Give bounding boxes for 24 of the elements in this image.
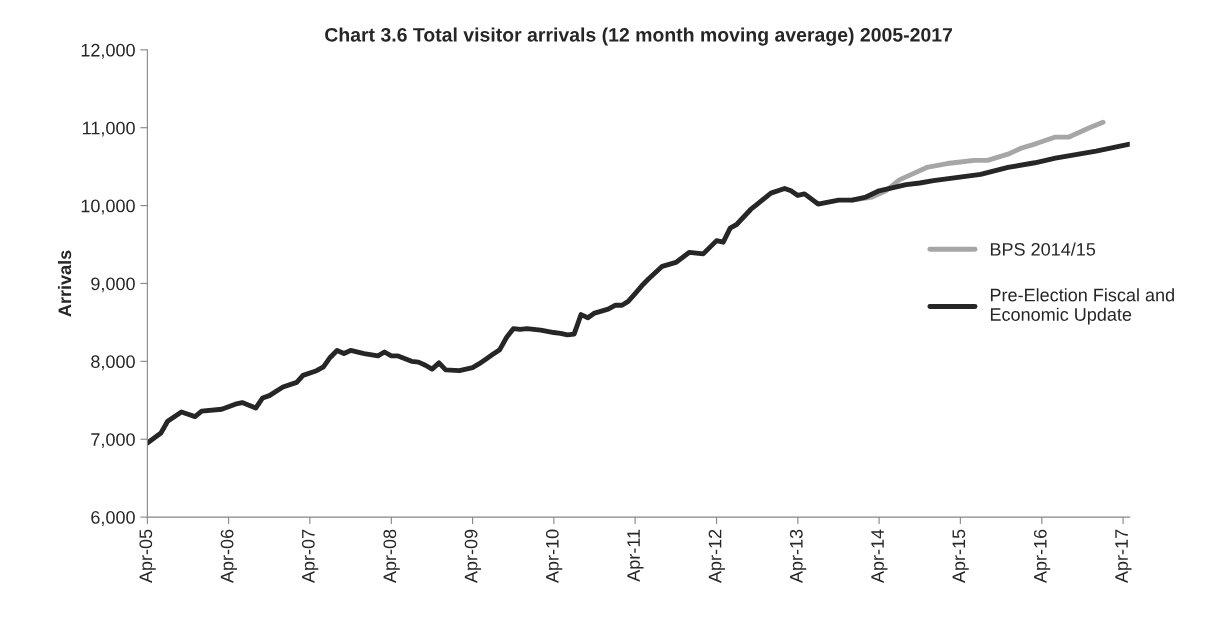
x-tick-label: Apr-14 bbox=[871, 529, 888, 584]
chart-title: Chart 3.6 Total visitor arrivals (12 month moving average) 2005-2017 bbox=[325, 27, 953, 46]
x-tick-label: Apr-10 bbox=[545, 529, 563, 584]
legend-label: Pre-Election Fiscal and Economic Update bbox=[990, 288, 1174, 325]
y-tick-label: 12,000 bbox=[81, 43, 135, 59]
x-tick-label: Apr-17 bbox=[1115, 529, 1132, 584]
x-tick-label: Apr-08 bbox=[383, 529, 400, 584]
x-tick-label: Apr-07 bbox=[301, 529, 319, 584]
x-tick-label: Apr-12 bbox=[708, 529, 725, 584]
y-axis-title: Arrivals bbox=[57, 250, 72, 317]
legend-label: BPS 2014/15 bbox=[990, 242, 1096, 256]
x-tick-label: Apr-13 bbox=[789, 529, 807, 584]
y-tick-label: 7,000 bbox=[91, 433, 135, 449]
x-tick-label: Apr-16 bbox=[1033, 529, 1051, 584]
y-tick-label: 6,000 bbox=[91, 511, 135, 526]
y-tick-label: 11,000 bbox=[83, 121, 135, 137]
x-tick-label: Apr-06 bbox=[220, 529, 238, 584]
y-tick-label: 9,000 bbox=[91, 277, 135, 293]
x-tick-label: Apr-11 bbox=[627, 529, 644, 582]
x-tick-label: Apr-05 bbox=[139, 529, 156, 584]
x-tick-label: Apr-15 bbox=[952, 529, 969, 584]
y-tick-label: 10,000 bbox=[81, 199, 135, 215]
y-tick-label: 8,000 bbox=[91, 355, 135, 371]
x-tick-label: Apr-09 bbox=[464, 529, 482, 584]
